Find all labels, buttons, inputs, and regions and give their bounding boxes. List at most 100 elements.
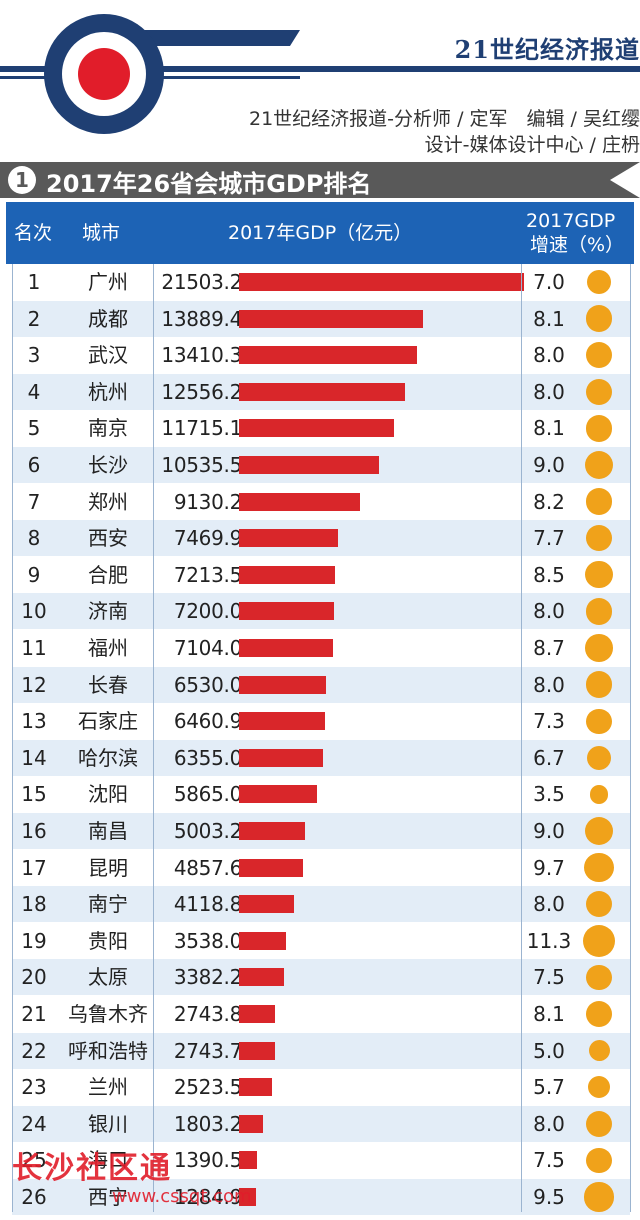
growth-dot [585,1110,613,1137]
gdp-bar [239,529,338,548]
growth-label: 9.5 [533,1185,565,1209]
growth-label: 8.1 [533,306,565,331]
table-row: 17 昆明 4857.6 9.7 [12,850,630,886]
gdp-bar [239,1114,263,1133]
rank-cell: 12 [21,672,47,697]
city-cell: 郑州 [88,489,128,514]
growth-label: 3.5 [533,782,565,807]
gdp-bar [239,602,335,621]
growth-dot [588,1040,610,1062]
gdp-label: 1284.9 [173,1185,242,1209]
table-row: 7 郑州 9130.2 8.2 [12,484,630,520]
rank-cell: 4 [27,379,41,404]
city-cell: 南宁 [88,892,128,917]
rank-cell: 16 [21,819,47,843]
divider-left [12,264,13,1212]
gdp-bar [239,1078,273,1097]
city-cell: 长沙 [88,453,128,477]
gdp-bar [239,492,360,511]
rank-cell: 23 [21,1075,47,1100]
table-row: 24 银川 1803.2 8.0 [12,1105,630,1142]
growth-dot [586,1147,612,1174]
gdp-label: 12556.2 [161,379,242,404]
gdp-label: 4118.8 [173,892,242,917]
growth-dot [584,816,614,846]
gdp-label: 11715.1 [161,416,242,441]
growth-label: 8.1 [533,416,565,441]
gdp-bar [239,748,324,767]
city-cell: 乌鲁木齐 [68,1002,148,1026]
gdp-bar [239,1151,258,1170]
growth-dot [586,745,612,770]
gdp-label: 2523.5 [173,1075,242,1100]
gdp-label: 7104.0 [173,636,242,660]
credit-line-1: 21世纪经济报道-分析师 / 定军 编辑 / 吴红缨 [249,108,640,130]
growth-label: 8.2 [533,489,565,514]
divider-city-gdp [153,264,154,1212]
table-row: 3 武汉 13410.3 8.0 [12,337,630,373]
gdp-bar [239,895,294,914]
growth-dot [585,488,613,515]
growth-label: 5.7 [533,1075,565,1100]
gdp-label: 13889.4 [161,306,242,331]
growth-dot [585,598,613,625]
city-cell: 哈尔滨 [78,745,138,770]
growth-dot [586,708,612,734]
growth-label: 9.7 [533,855,565,880]
city-cell: 广州 [88,270,128,294]
table-row: 2 成都 13889.4 8.1 [12,300,630,337]
rank-cell: 5 [27,416,41,441]
gdp-bar [239,273,524,291]
growth-label: 8.7 [533,636,565,660]
table-row: 13 石家庄 6460.9 7.3 [12,703,630,739]
table-row: 19 贵阳 3538.0 11.3 [12,923,630,959]
table-row: 5 南京 11715.1 8.1 [12,410,630,446]
gdp-label: 7213.5 [173,562,242,587]
rank-cell: 14 [21,745,47,770]
table-row: 23 兰州 2523.5 5.7 [12,1069,630,1105]
col-growth-header-line2: 增速（%） [530,234,625,256]
growth-dot [585,415,613,442]
rank-cell: 22 [21,1038,47,1063]
growth-label: 8.0 [533,1111,565,1136]
city-cell: 合肥 [88,562,128,587]
city-cell: 银川 [88,1111,128,1136]
city-cell: 南昌 [88,819,128,843]
divider-gdp-growth [521,264,522,1212]
gdp-bar [239,1188,257,1206]
gdp-bar [239,675,326,694]
city-cell: 西安 [88,526,128,551]
gdp-bar [239,1005,276,1023]
rank-cell: 11 [21,636,47,660]
table-row: 25 海口 1390.5 7.5 [12,1142,630,1178]
table-header: 名次 城市 2017年GDP（亿元） 2017GDP 增速（%） [6,202,634,264]
growth-label: 6.7 [533,745,565,770]
col-growth-header-line1: 2017GDP [526,210,616,232]
growth-label: 8.0 [533,379,565,404]
rank-cell: 20 [21,965,47,990]
rank-cell: 10 [21,599,47,624]
growth-label: 8.0 [533,892,565,917]
growth-dot [585,671,613,698]
table-row: 22 呼和浩特 2743.7 5.0 [12,1032,630,1069]
growth-label: 7.3 [533,709,565,734]
section-title-bar [0,162,640,198]
city-cell: 呼和浩特 [68,1038,148,1063]
gdp-bar [239,639,334,657]
city-cell: 济南 [88,599,128,624]
gdp-bar [239,565,335,584]
growth-label: 8.0 [533,343,565,368]
gdp-label: 2743.7 [173,1038,242,1063]
gdp-label: 10535.5 [161,453,242,477]
watermark-logo: 长沙社区通 [12,1151,172,1186]
city-cell: 南京 [88,416,128,441]
table-row: 26 西宁 1284.9 9.5 [12,1179,630,1215]
gdp-bar [239,456,379,474]
growth-dot [586,525,612,552]
table-row: 21 乌鲁木齐 2743.8 8.1 [12,996,630,1032]
table-row: 8 西安 7469.9 7.7 [12,520,630,557]
gdp-label: 3382.2 [173,965,242,990]
growth-dot [585,378,613,405]
table-row: 11 福州 7104.0 8.7 [12,630,630,666]
brand-title: 21世纪经济报道 [454,35,640,64]
